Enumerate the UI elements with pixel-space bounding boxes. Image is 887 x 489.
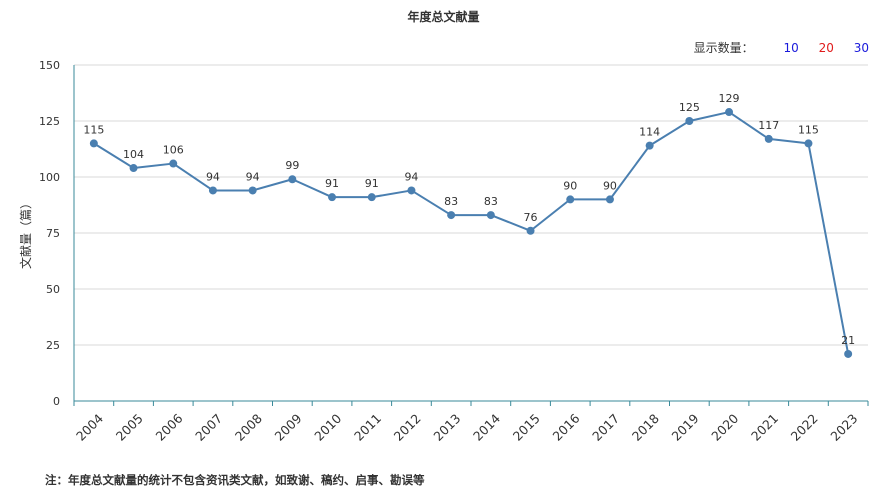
x-tick-label: 2011 bbox=[351, 411, 384, 444]
data-label: 83 bbox=[484, 195, 498, 208]
data-label: 94 bbox=[246, 170, 260, 183]
y-tick-label: 75 bbox=[46, 227, 60, 240]
data-label: 94 bbox=[206, 170, 220, 183]
x-tick-label: 2016 bbox=[549, 411, 582, 444]
data-point bbox=[605, 195, 614, 204]
x-tick-label: 2018 bbox=[629, 411, 662, 444]
data-label: 90 bbox=[603, 179, 617, 192]
data-label: 83 bbox=[444, 195, 458, 208]
data-point bbox=[407, 186, 416, 195]
series-line bbox=[93, 111, 850, 355]
x-tick-label: 2007 bbox=[192, 411, 225, 444]
data-label: 21 bbox=[841, 334, 855, 347]
data-point bbox=[844, 349, 853, 358]
x-tick-label: 2023 bbox=[827, 411, 860, 444]
x-tick-label: 2006 bbox=[152, 411, 185, 444]
y-tick-label: 125 bbox=[39, 115, 60, 128]
display-count-label: 显示数量： bbox=[693, 41, 754, 55]
data-label: 115 bbox=[798, 123, 819, 136]
y-axis-title: 文献量（篇） bbox=[18, 197, 33, 269]
x-tick-label: 2013 bbox=[430, 411, 463, 444]
y-tick-label: 50 bbox=[46, 283, 60, 296]
y-tick-label: 100 bbox=[39, 171, 60, 184]
data-label: 114 bbox=[639, 126, 660, 139]
data-point bbox=[804, 139, 813, 148]
data-point bbox=[764, 134, 773, 143]
data-label: 106 bbox=[163, 144, 184, 157]
x-tick-label: 2017 bbox=[589, 411, 622, 444]
x-tick-label: 2019 bbox=[669, 411, 702, 444]
data-point bbox=[566, 195, 575, 204]
x-tick-label: 2015 bbox=[510, 411, 543, 444]
data-label: 91 bbox=[365, 177, 379, 190]
display-count-option-20[interactable]: 20 bbox=[818, 41, 834, 55]
data-point bbox=[526, 226, 535, 235]
x-tick-label: 2022 bbox=[788, 411, 821, 444]
data-point bbox=[169, 159, 178, 168]
data-label: 91 bbox=[325, 177, 339, 190]
data-point bbox=[248, 186, 257, 195]
data-point bbox=[328, 193, 337, 202]
data-label: 117 bbox=[758, 119, 779, 132]
x-tick-label: 2005 bbox=[113, 411, 146, 444]
data-point bbox=[685, 117, 694, 125]
data-point bbox=[367, 193, 376, 202]
x-tick-label: 2012 bbox=[391, 411, 424, 444]
axes: 0 25 50 75 100 125 150 2004 2005 2006 2007 2008 2009… bbox=[39, 59, 869, 444]
x-tick-label: 2008 bbox=[232, 411, 265, 444]
y-tick-label: 0 bbox=[53, 395, 60, 408]
data-point bbox=[645, 141, 654, 150]
display-count-selector: 显示数量： 10 20 30 bbox=[694, 39, 869, 56]
y-tick-label: 25 bbox=[46, 339, 60, 352]
x-tick-label: 2021 bbox=[748, 411, 781, 444]
grid-lines bbox=[74, 64, 868, 346]
data-label: 129 bbox=[719, 92, 740, 105]
data-label: 115 bbox=[83, 123, 104, 136]
data-labels: 115 104 106 94 94 99 91 91 94 83 83 76 90 90 114 125 129… bbox=[83, 92, 855, 347]
display-count-option-10[interactable]: 10 bbox=[783, 41, 799, 55]
data-point bbox=[89, 139, 98, 148]
data-label: 94 bbox=[404, 170, 418, 183]
data-label: 104 bbox=[123, 148, 144, 161]
x-tick-label: 2009 bbox=[272, 411, 305, 444]
x-tick-label: 2004 bbox=[73, 411, 106, 444]
data-label: 76 bbox=[524, 211, 538, 224]
series-layer bbox=[89, 108, 853, 358]
data-point bbox=[129, 164, 138, 173]
footnote: 注：年度总文献量的统计不包含资讯类文献，如致谢、稿约、启事、勘误等 bbox=[45, 473, 425, 487]
data-label: 90 bbox=[563, 179, 577, 192]
x-tick-label: 2010 bbox=[311, 411, 344, 444]
display-count-option-30[interactable]: 30 bbox=[853, 41, 869, 55]
chart-title: 年度总文献量 bbox=[407, 10, 480, 24]
data-point bbox=[486, 211, 495, 220]
data-point bbox=[725, 108, 734, 117]
data-label: 125 bbox=[679, 101, 700, 114]
x-tick-label: 2014 bbox=[470, 411, 503, 444]
data-label: 99 bbox=[285, 159, 299, 172]
y-tick-label: 150 bbox=[39, 59, 60, 72]
data-point bbox=[447, 211, 456, 220]
x-tick-label: 2020 bbox=[708, 411, 741, 444]
data-point bbox=[208, 186, 217, 195]
data-point bbox=[288, 175, 297, 184]
